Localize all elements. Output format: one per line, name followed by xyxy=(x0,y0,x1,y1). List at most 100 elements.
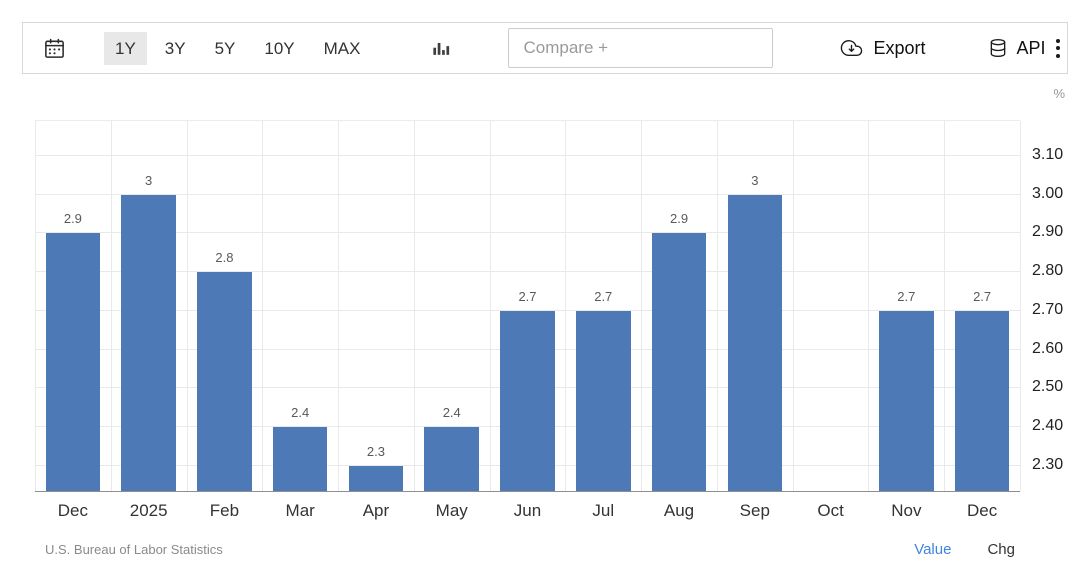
chart-column-2025: 2025 3 xyxy=(111,121,187,520)
x-axis-label: Aug xyxy=(663,501,695,520)
calendar-button[interactable] xyxy=(39,33,70,64)
kebab-menu-icon xyxy=(1055,38,1060,58)
range-button-max[interactable]: MAX xyxy=(313,32,372,65)
bar-8-aug[interactable] xyxy=(651,233,707,491)
export-button[interactable]: Export xyxy=(833,36,931,60)
bar-12-dec[interactable] xyxy=(954,310,1010,491)
gridline-h xyxy=(35,154,1020,156)
database-icon xyxy=(990,39,1005,58)
x-axis-label: Jul xyxy=(592,501,615,520)
y-tick-label: 2.90 xyxy=(1032,223,1064,241)
gridline-v xyxy=(868,121,870,491)
gridline-v xyxy=(35,121,36,491)
x-axis-label: Dec xyxy=(966,501,998,520)
series-toggles: Value Chg xyxy=(914,541,1015,558)
chart-column-dec: Dec 2.7 xyxy=(944,121,1020,520)
x-axis-label: Sep xyxy=(739,501,770,520)
x-axis-label: 2025 xyxy=(129,501,168,520)
compare-input[interactable] xyxy=(508,28,774,68)
value-toggle[interactable]: Value xyxy=(914,541,952,558)
gridline-v xyxy=(489,121,491,491)
y-tick-label: 2.70 xyxy=(1032,300,1064,318)
chart-column-may: May 2.4 xyxy=(414,121,490,520)
bar-3-mar[interactable] xyxy=(272,427,328,491)
chart-column-aug: Aug 2.9 xyxy=(641,121,717,520)
gridline-v xyxy=(641,121,643,491)
x-axis-label: Oct xyxy=(817,501,844,520)
api-label: API xyxy=(1016,37,1046,58)
bar-0-dec[interactable] xyxy=(45,233,101,491)
x-axis-label: Jun xyxy=(513,501,542,520)
export-label: Export xyxy=(873,37,926,58)
y-tick-label: 2.80 xyxy=(1032,262,1064,280)
range-selector: 1Y 3Y 5Y 10Y MAX xyxy=(104,31,372,65)
y-tick-label: 2.50 xyxy=(1032,378,1064,396)
chg-toggle[interactable]: Chg xyxy=(987,541,1015,558)
compare-box xyxy=(508,28,774,68)
bar-value-label: 2.7 xyxy=(897,288,916,304)
bar-11-nov[interactable] xyxy=(879,310,934,491)
gridline-h xyxy=(35,271,1020,273)
chart-column-dec: Dec 2.9 xyxy=(35,121,111,520)
gridline-v xyxy=(338,121,340,491)
bar-value-label: 2.7 xyxy=(594,288,613,304)
cloud-download-icon xyxy=(841,40,863,57)
bar-value-label: 3 xyxy=(145,172,153,188)
range-button-3y[interactable]: 3Y xyxy=(154,32,197,65)
bar-9-sep[interactable] xyxy=(727,194,783,491)
chart-column-jun: Jun 2.7 xyxy=(490,121,566,520)
bar-value-label: 2.8 xyxy=(215,250,234,266)
source-attribution: U.S. Bureau of Labor Statistics xyxy=(45,542,223,557)
gridline-h xyxy=(35,309,1020,311)
bar-value-label: 2.4 xyxy=(442,405,461,421)
bar-5-may[interactable] xyxy=(424,427,479,491)
bar-value-label: 2.7 xyxy=(973,288,992,304)
bar-6-jun[interactable] xyxy=(500,310,555,491)
gridline-v xyxy=(110,121,112,491)
y-tick-label: 3.00 xyxy=(1032,184,1064,202)
x-axis-label: Nov xyxy=(891,501,922,520)
x-axis-label: May xyxy=(435,501,468,520)
gridline-v xyxy=(413,121,415,491)
y-axis: 3.10 3.00 2.90 2.80 2.70 2.60 2.50 2.40 2.30 xyxy=(1032,120,1090,490)
range-button-10y[interactable]: 10Y xyxy=(253,32,305,65)
gridline-v xyxy=(944,121,946,491)
gridline-v xyxy=(792,121,794,491)
bar-value-label: 2.3 xyxy=(366,443,385,459)
more-menu-button[interactable] xyxy=(1052,35,1064,62)
gridline-h xyxy=(35,193,1020,195)
bar-value-label: 2.4 xyxy=(291,405,310,421)
y-tick-label: 2.60 xyxy=(1032,339,1064,357)
gridline-v xyxy=(1020,121,1021,491)
bar-1-2025[interactable] xyxy=(121,194,176,491)
chart-column-sep: Sep 3 xyxy=(717,121,793,520)
chart-column-mar: Mar 2.4 xyxy=(262,121,338,520)
chart-column-apr: Apr 2.3 xyxy=(338,121,414,520)
bar-2-feb[interactable] xyxy=(197,272,252,491)
x-axis-label: Apr xyxy=(362,501,390,520)
x-axis-label: Mar xyxy=(285,501,315,520)
gridline-v xyxy=(565,121,567,491)
bar-7-jul[interactable] xyxy=(575,310,631,491)
range-button-5y[interactable]: 5Y xyxy=(204,32,247,65)
gridline-v xyxy=(716,121,718,491)
api-button[interactable]: API xyxy=(982,36,1052,60)
chart-column-jul: Jul 2.7 xyxy=(565,121,641,520)
y-tick-label: 2.40 xyxy=(1032,417,1064,435)
x-axis-label: Dec xyxy=(57,501,88,520)
bar-value-label: 2.7 xyxy=(518,288,537,304)
footer: U.S. Bureau of Labor Statistics Value Ch… xyxy=(45,541,1015,558)
bar-chart-icon xyxy=(433,42,450,55)
range-button-1y[interactable]: 1Y xyxy=(104,31,147,65)
bar-value-label: 3 xyxy=(751,172,759,188)
chart-column-feb: Feb 2.8 xyxy=(187,121,263,520)
gridline-h xyxy=(35,232,1020,234)
calendar-icon xyxy=(45,38,64,58)
y-tick-label: 2.30 xyxy=(1032,455,1064,473)
chart-type-button[interactable] xyxy=(427,35,454,62)
bar-value-label: 2.9 xyxy=(669,211,689,227)
y-axis-unit: % xyxy=(1053,86,1065,101)
bar-4-apr[interactable] xyxy=(348,465,404,491)
